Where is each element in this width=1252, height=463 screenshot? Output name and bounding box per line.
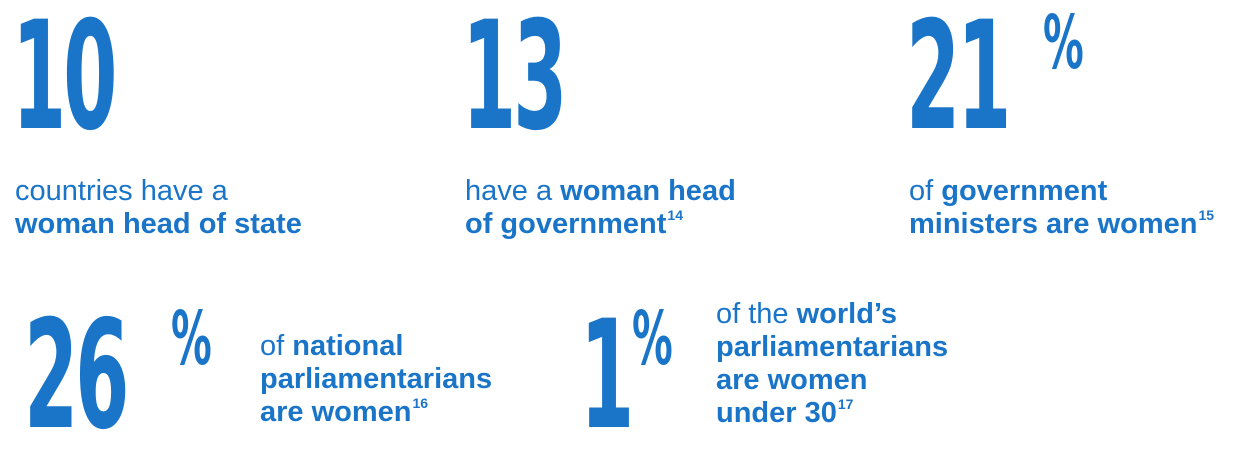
caption-text: parliamentarians: [716, 331, 949, 363]
stat-caption: countries have a woman head of state: [15, 175, 302, 241]
stat-caption: have a woman head of government14: [465, 175, 736, 241]
caption-line: woman head of state: [15, 208, 302, 241]
footnote-ref: 17: [837, 396, 854, 412]
caption-text: world’s: [796, 298, 898, 330]
caption-text: countries have a: [15, 175, 228, 207]
caption-line: ministers are women15: [909, 208, 1214, 241]
caption-line: parliamentarians: [716, 331, 948, 364]
caption-text: of the: [716, 298, 797, 330]
stat-caption: of government ministers are women15: [909, 175, 1214, 241]
caption-text: parliamentarians: [260, 363, 493, 395]
caption-text: are women: [260, 396, 412, 428]
stat-number: 21: [906, 0, 1011, 164]
stat-number: 10: [12, 0, 117, 164]
caption-text: government: [941, 175, 1108, 207]
caption-line: have a woman head: [465, 175, 736, 208]
caption-text: ministers are women: [909, 208, 1198, 240]
caption-line: are women16: [260, 396, 492, 429]
stat-caption: of national parliamentarians are women16: [260, 330, 492, 429]
stat-number: 13: [462, 0, 567, 164]
stat-number: 26: [24, 289, 129, 463]
caption-text: national: [292, 330, 404, 362]
caption-text: of government: [465, 208, 667, 240]
caption-line: of national: [260, 330, 492, 363]
stat-caption: of the world’s parliamentarians are women u…: [716, 298, 948, 430]
percent-sign: %: [171, 296, 212, 382]
caption-text: woman head of state: [15, 208, 302, 240]
percent-sign: %: [1043, 0, 1084, 86]
caption-line: under 3017: [716, 397, 948, 430]
caption-text: under 30: [716, 397, 837, 429]
caption-line: parliamentarians: [260, 363, 492, 396]
caption-text: have a: [465, 175, 561, 207]
stat-number: 1: [580, 289, 634, 463]
caption-line: countries have a: [15, 175, 302, 208]
caption-text: woman head: [560, 175, 736, 207]
caption-text: of: [260, 330, 293, 362]
caption-line: of the world’s: [716, 298, 948, 331]
caption-text: are women: [716, 364, 868, 396]
footnote-ref: 15: [1198, 207, 1215, 223]
footnote-ref: 14: [667, 207, 683, 223]
footnote-ref: 16: [412, 395, 429, 411]
percent-sign: %: [632, 296, 673, 382]
caption-line: of government14: [465, 208, 736, 241]
caption-line: of government: [909, 175, 1214, 208]
caption-text: of: [909, 175, 942, 207]
caption-line: are women: [716, 364, 948, 397]
